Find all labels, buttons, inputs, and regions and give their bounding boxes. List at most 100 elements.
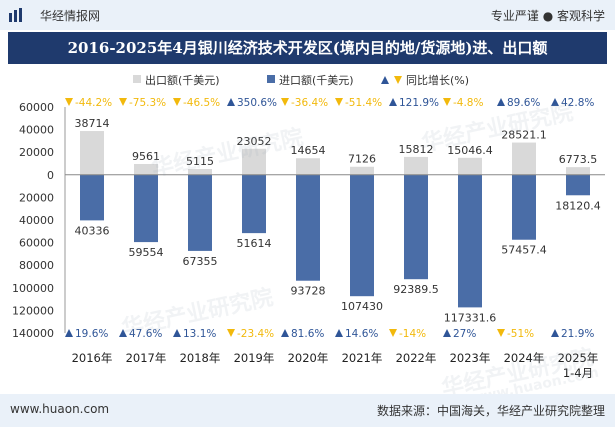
import-value-label: 51614	[237, 237, 272, 250]
import-growth-label: 81.6%	[291, 328, 324, 340]
export-bar	[350, 166, 374, 175]
legend-import-label: 进口额(千美元)	[279, 74, 354, 87]
growth-down-triangle-icon	[227, 329, 235, 337]
export-bar	[566, 167, 590, 175]
export-bar	[80, 131, 104, 175]
y-tick-label: 20000	[19, 191, 54, 204]
export-value-label: 38714	[75, 117, 110, 130]
x-tick-label: 2021年	[342, 351, 383, 365]
import-value-label: 117331.6	[444, 311, 497, 324]
growth-up-triangle-icon	[65, 329, 73, 337]
import-bar	[134, 174, 158, 243]
import-bar	[188, 174, 212, 251]
top-bar: 华经情报网 专业严谨 ● 客观科学	[0, 0, 615, 30]
export-value-label: 14654	[291, 144, 326, 157]
growth-down-triangle-icon	[389, 329, 397, 337]
import-growth-label: -51%	[507, 328, 534, 340]
y-tick-label: 140000	[12, 327, 54, 340]
export-growth-label: 42.8%	[561, 97, 594, 109]
export-bar	[404, 156, 428, 175]
growth-up-triangle-icon	[281, 329, 289, 337]
export-growth-label: 350.6%	[237, 97, 277, 109]
import-growth-label: 19.6%	[75, 328, 108, 340]
import-growth-label: 27%	[453, 328, 476, 340]
data-source: 数据来源：中国海关，华经产业研究院整理	[376, 404, 605, 418]
x-tick-label: 2023年	[450, 351, 491, 365]
title-bar: 2016-2025年4月银川经济技术开发区(境内目的地/货源地)进、出口额	[8, 32, 607, 64]
chart: 出口额(千美元) 进口额(千美元) 同比增长(%) 60000 40000 20000 0 2…	[12, 73, 605, 380]
site-url: www.huaon.com	[10, 402, 110, 416]
export-growth-label: -44.2%	[75, 97, 112, 109]
growth-up-triangle-icon	[443, 329, 451, 337]
import-value-label: 107430	[341, 300, 383, 313]
export-value-label: 5115	[186, 155, 214, 168]
growth-up-triangle-icon	[497, 98, 505, 106]
chart-title: 2016-2025年4月银川经济技术开发区(境内目的地/货源地)进、出口额	[67, 39, 548, 57]
growth-down-triangle-icon	[119, 98, 127, 106]
import-growth-label: 21.9%	[561, 328, 594, 340]
export-bar	[188, 169, 212, 175]
import-value-label: 67355	[183, 255, 218, 268]
export-growth-label: 121.9%	[399, 97, 439, 109]
legend-up-triangle-icon	[381, 76, 389, 84]
export-value-label: 6773.5	[559, 153, 598, 166]
y-tick-label: 80000	[19, 259, 54, 272]
export-bar	[242, 148, 266, 175]
export-value-label: 23052	[237, 135, 272, 148]
import-value-label: 93728	[291, 285, 326, 298]
export-value-label: 15812	[399, 143, 434, 156]
import-value-label: 40336	[75, 224, 110, 237]
export-value-label: 7126	[348, 153, 376, 166]
growth-up-triangle-icon	[389, 98, 397, 106]
legend-down-triangle-icon	[394, 76, 402, 84]
y-tick-label: 40000	[19, 124, 54, 137]
import-growth-label: -23.4%	[237, 328, 274, 340]
import-growth-label: 14.6%	[345, 328, 378, 340]
logo-icon	[9, 8, 22, 22]
export-bar	[512, 142, 536, 175]
growth-up-triangle-icon	[173, 329, 181, 337]
import-bar	[512, 174, 536, 240]
x-tick-label: 2016年	[72, 351, 113, 365]
growth-down-triangle-icon	[173, 98, 181, 106]
brand-name: 华经情报网	[40, 9, 101, 23]
import-value-label: 18120.4	[555, 199, 601, 212]
growth-up-triangle-icon	[551, 329, 559, 337]
import-growth-label: 13.1%	[183, 328, 216, 340]
footer: www.huaon.com 数据来源：中国海关，华经产业研究院整理	[0, 394, 615, 427]
import-bar	[404, 174, 428, 280]
x-tick-label: 2020年	[288, 351, 329, 365]
y-tick-label: 60000	[19, 237, 54, 250]
y-tick-label: 20000	[19, 146, 54, 159]
export-value-label: 15046.4	[447, 144, 493, 157]
export-bar	[296, 158, 320, 175]
x-tick-label: 2018年	[180, 351, 221, 365]
import-bar	[350, 174, 374, 297]
export-value-label: 9561	[132, 150, 160, 163]
export-growth-label: -51.4%	[345, 97, 382, 109]
import-value-label: 92389.5	[393, 283, 439, 296]
export-bar	[134, 163, 158, 175]
y-tick-label: 0	[47, 169, 54, 182]
tagline: 专业严谨 ● 客观科学	[490, 9, 605, 23]
y-tick-label: 120000	[12, 304, 54, 317]
import-bar	[242, 174, 266, 234]
import-bar	[80, 174, 104, 221]
x-tick-label: 1-4月	[563, 366, 593, 380]
growth-up-triangle-icon	[227, 98, 235, 106]
export-bar	[458, 157, 482, 175]
growth-down-triangle-icon	[65, 98, 73, 106]
export-growth-label: 89.6%	[507, 97, 540, 109]
growth-up-triangle-icon	[335, 329, 343, 337]
legend-export-label: 出口额(千美元)	[145, 73, 220, 87]
import-growth-label: 47.6%	[129, 328, 162, 340]
legend-import-swatch	[267, 75, 275, 83]
growth-down-triangle-icon	[497, 329, 505, 337]
legend-growth-label: 同比增长(%)	[406, 73, 469, 87]
growth-up-triangle-icon	[551, 98, 559, 106]
growth-down-triangle-icon	[281, 98, 289, 106]
import-value-label: 59554	[129, 246, 164, 259]
x-tick-label: 2019年	[234, 351, 275, 365]
y-tick-label: 60000	[19, 101, 54, 114]
export-growth-label: -36.4%	[291, 97, 328, 109]
